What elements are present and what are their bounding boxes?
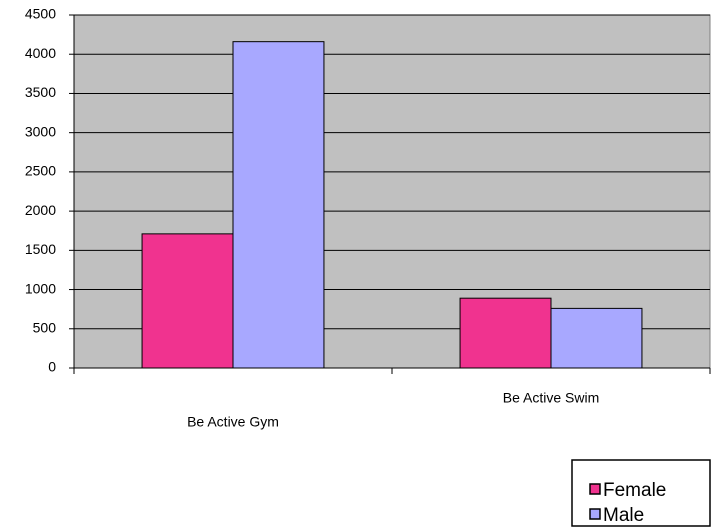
y-tick-label: 2000	[25, 202, 56, 218]
x-tick-label: Be Active Gym	[187, 414, 279, 430]
y-tick-label: 1000	[25, 280, 56, 296]
x-tick-label: Be Active Swim	[503, 390, 599, 406]
y-tick-label: 3500	[25, 84, 56, 100]
y-tick-label: 2500	[25, 163, 56, 179]
legend-swatch	[589, 483, 601, 495]
bar	[459, 297, 552, 369]
y-tick-label: 4000	[25, 45, 56, 61]
y-tick-label: 0	[48, 359, 56, 375]
legend-swatch	[589, 508, 601, 520]
legend-label: Male	[603, 505, 644, 526]
y-tick-label: 3000	[25, 123, 56, 139]
y-tick-label: 4500	[25, 6, 56, 22]
bar	[550, 307, 643, 369]
bar	[141, 233, 234, 369]
y-tick-label: 500	[33, 319, 57, 335]
legend-label: Female	[603, 480, 666, 501]
y-tick-label: 1500	[25, 241, 56, 257]
bar	[232, 41, 325, 369]
